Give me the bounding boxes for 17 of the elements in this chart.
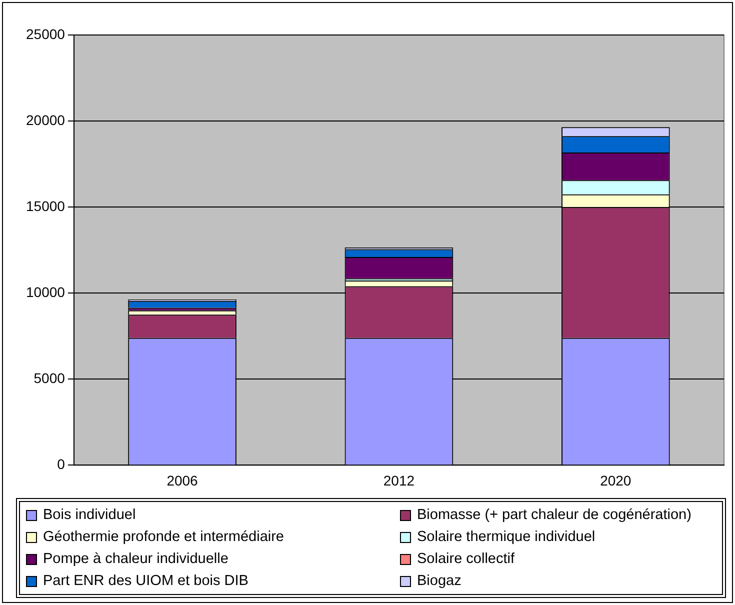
x-tick-label: 2020 — [600, 472, 632, 488]
legend-label: Géothermie profonde et intermédiaire — [42, 529, 285, 545]
y-tick-label: 15000 — [26, 198, 66, 214]
y-tick-label: 5000 — [34, 370, 66, 386]
x-tick-label: 2012 — [383, 472, 415, 488]
legend-label: Biogaz — [416, 573, 462, 589]
y-tick-label: 0 — [57, 456, 66, 472]
x-tick-label: 2006 — [166, 472, 198, 488]
legend-label: Solaire thermique individuel — [416, 529, 596, 545]
legend-label: Part ENR des UIOM et bois DIB — [42, 573, 250, 589]
y-tick-label: 20000 — [26, 112, 66, 128]
y-tick-label: 25000 — [26, 26, 66, 42]
legend-label: Bois individuel — [42, 507, 137, 523]
legend-label: Solaire collectif — [416, 551, 516, 567]
legend-label: Biomasse (+ part chaleur de cogénération) — [416, 507, 692, 523]
y-tick-label: 10000 — [26, 284, 66, 300]
legend-label: Pompe à chaleur individuelle — [42, 551, 230, 567]
